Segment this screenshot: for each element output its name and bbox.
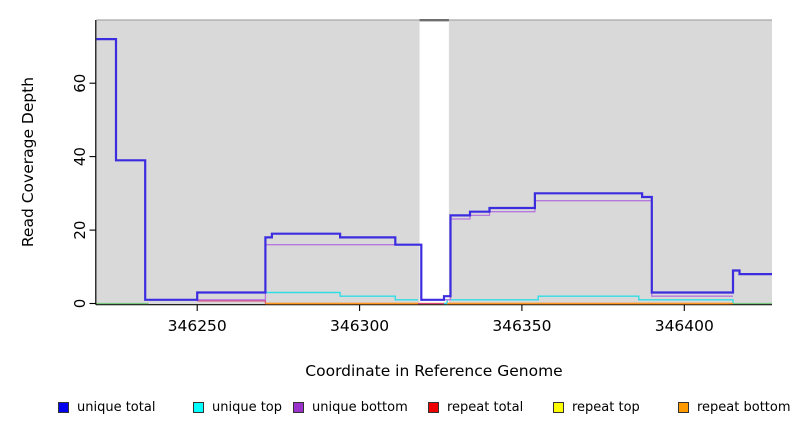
y-tick-label: 40	[71, 147, 89, 166]
legend-swatch-repeat-bottom	[678, 401, 689, 413]
legend-item-unique-top: unique top	[193, 399, 282, 415]
x-tick-label: 346250	[168, 317, 227, 335]
y-tick-label: 0	[71, 299, 89, 309]
legend-swatch-repeat-total	[428, 401, 439, 413]
y-tick-label: 20	[71, 221, 89, 240]
legend-swatch-unique-total	[58, 401, 69, 413]
y-axis-title: Read Coverage Depth	[19, 77, 37, 247]
legend-label-unique-top: unique top	[212, 399, 283, 415]
legend-label-repeat-top: repeat top	[572, 399, 640, 415]
legend-item-repeat-top: repeat top	[553, 399, 640, 415]
y-tick-label: 60	[71, 74, 89, 93]
series-unique-top-line	[444, 295, 734, 305]
legend-swatch-unique-top	[193, 401, 204, 413]
legend-item-repeat-bottom: repeat bottom	[678, 399, 791, 415]
x-tick-label: 346400	[655, 317, 714, 335]
legend-item-unique-bottom: unique bottom	[293, 399, 408, 415]
legend-swatch-repeat-top	[553, 401, 564, 413]
legend-label-repeat-bottom: repeat bottom	[697, 399, 791, 415]
x-tick-label: 346300	[330, 317, 389, 335]
series-unique-total-line	[96, 38, 772, 301]
legend-label-unique-bottom: unique bottom	[312, 399, 408, 415]
series-unique-top-line	[197, 291, 418, 301]
legend-item-repeat-total: repeat total	[428, 399, 523, 415]
x-tick-label: 346350	[492, 317, 551, 335]
legend-item-unique-total: unique total	[58, 399, 155, 415]
legend-swatch-unique-bottom	[293, 401, 304, 413]
legend-label-unique-total: unique total	[77, 399, 156, 415]
legend-label-repeat-total: repeat total	[447, 399, 524, 415]
x-axis-title: Coordinate in Reference Genome	[305, 362, 562, 380]
coverage-gap-mask	[419, 20, 449, 305]
series-unique-bottom-line	[197, 200, 733, 301]
